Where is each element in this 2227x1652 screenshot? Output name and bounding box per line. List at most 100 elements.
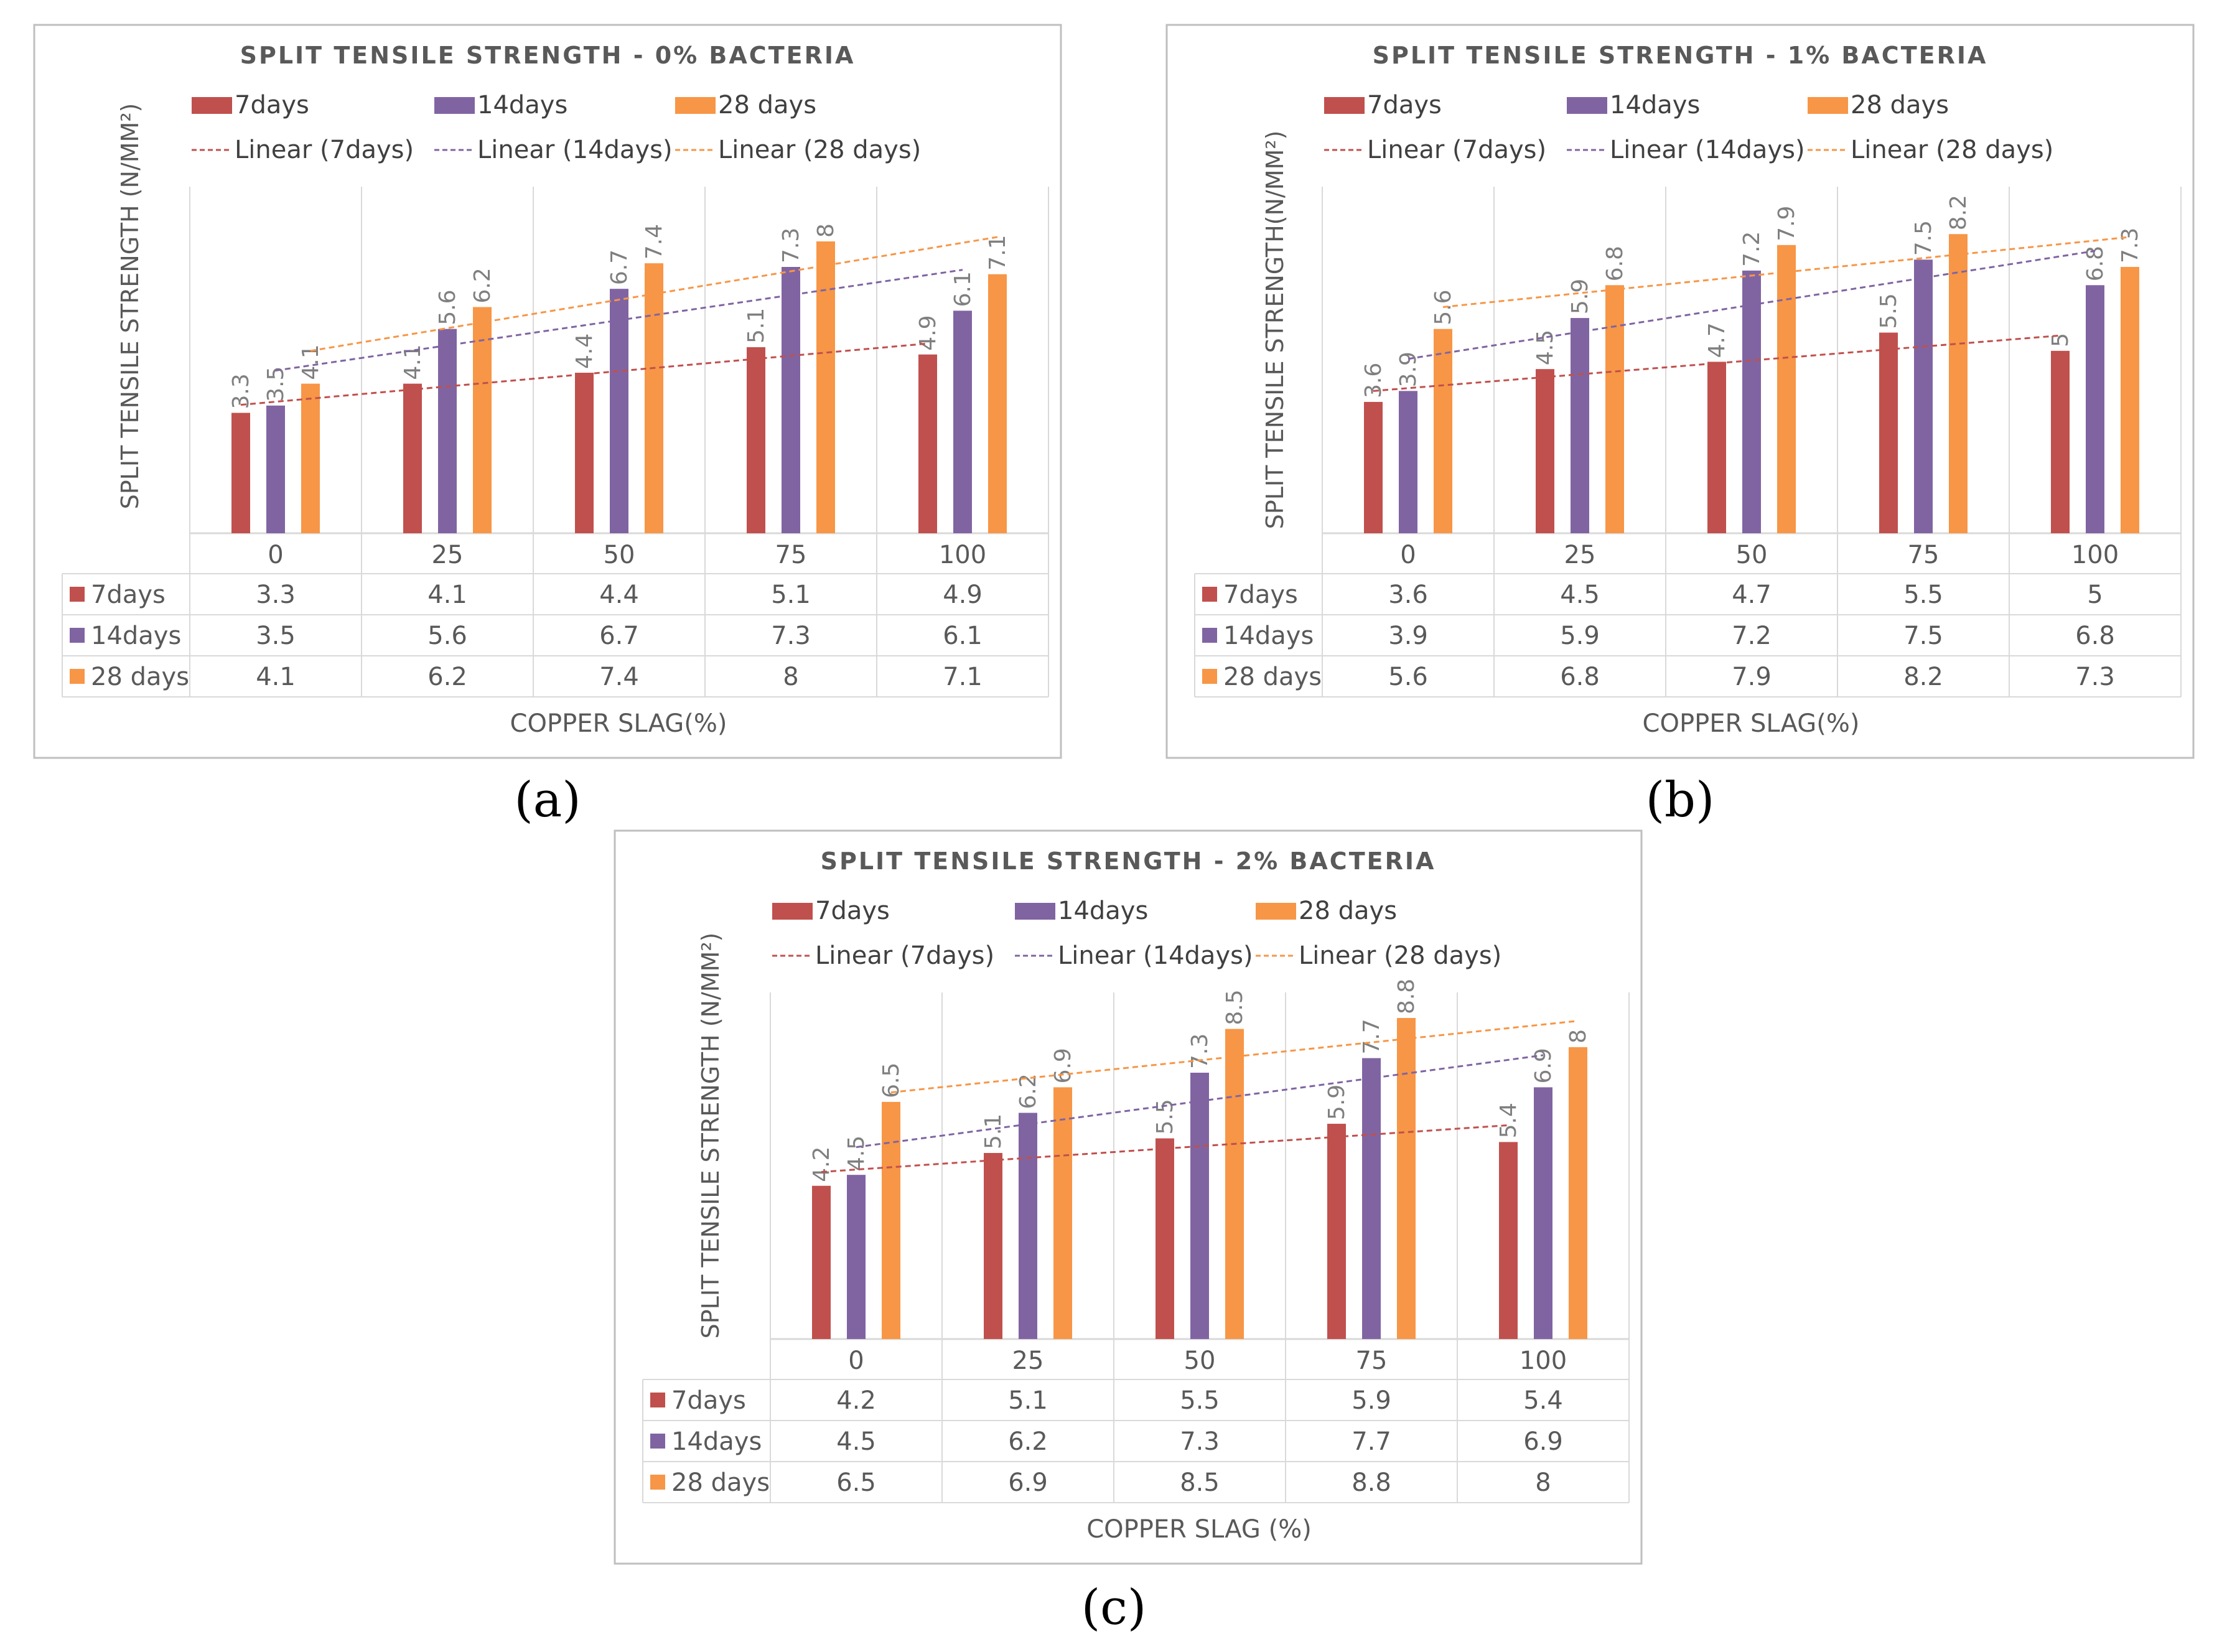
- table-cell: 5.1: [771, 581, 811, 609]
- data-label: 3.5: [263, 366, 289, 402]
- bar: [2121, 266, 2139, 533]
- table-cell: 3.3: [256, 581, 296, 609]
- table-cell: 8: [783, 663, 798, 691]
- table-legend-key: [1202, 628, 1217, 643]
- legend-label-7days: 7days: [1367, 91, 1442, 119]
- bar: [2086, 285, 2104, 533]
- bar: [1777, 245, 1796, 533]
- bar: [1053, 1087, 1072, 1339]
- chart-c-x-axis-label: COPPER SLAG (%): [1086, 1515, 1312, 1544]
- legend-swatch-14days: [1015, 903, 1055, 920]
- data-label: 5.9: [1567, 279, 1593, 314]
- table-cell: 6.9: [1008, 1468, 1048, 1497]
- table-cell: 3.6: [1388, 581, 1428, 609]
- data-label: 8: [1566, 1029, 1591, 1043]
- data-label: 6.2: [470, 268, 495, 303]
- bar: [1397, 1018, 1416, 1339]
- data-label: 5.1: [981, 1114, 1006, 1149]
- data-label: 4.4: [572, 334, 597, 369]
- data-label: 4.1: [298, 344, 324, 380]
- legend-item-linear-7days: Linear (7days): [192, 136, 414, 164]
- table-cell: 5.9: [1560, 622, 1600, 650]
- x-tick-label: 0: [1400, 541, 1416, 569]
- data-label: 6.9: [1531, 1048, 1556, 1083]
- trendline: [275, 269, 963, 371]
- bar: [575, 373, 594, 533]
- bar: [301, 383, 320, 533]
- legend-swatch-28days: [675, 97, 716, 114]
- chart-c-legend: 7days 14days 28 days Linear (7days) Line…: [772, 897, 1501, 970]
- chart-c: SPLIT TENSILE STRENGTH - 2% BACTERIA 7da…: [614, 829, 1643, 1565]
- table-cell: 4.5: [1560, 581, 1600, 609]
- table-cell: 5.1: [1008, 1386, 1048, 1415]
- panel-label-c: (c): [1081, 1580, 1147, 1636]
- bar: [1742, 270, 1761, 533]
- panel-label-b: (b): [1646, 772, 1715, 828]
- bar: [1534, 1087, 1552, 1339]
- table-row-label: 14days: [1223, 622, 1314, 650]
- bar: [1156, 1138, 1174, 1339]
- data-label: 8.2: [1946, 195, 1971, 230]
- legend-label-linear-14days: Linear (14days): [1610, 136, 1805, 164]
- table-legend-key: [650, 1393, 665, 1407]
- bar: [1569, 1047, 1587, 1339]
- table-row-label: 28 days: [1223, 663, 1322, 691]
- table-row-label: 7days: [1223, 581, 1298, 609]
- table-cell: 7.2: [1732, 622, 1772, 650]
- bar: [988, 274, 1007, 533]
- legend-label-linear-7days: Linear (7days): [235, 136, 414, 164]
- table-row-label: 28 days: [91, 663, 189, 691]
- table-cell: 7.4: [599, 663, 639, 691]
- data-label: 6.8: [1602, 246, 1628, 281]
- data-label: 7.5: [1911, 220, 1936, 256]
- table-cell: 6.8: [2075, 622, 2115, 650]
- data-label: 5.4: [1496, 1103, 1521, 1138]
- table-cell: 6.2: [1008, 1427, 1048, 1456]
- data-label: 7.4: [642, 224, 667, 259]
- data-label: 5: [2048, 333, 2073, 347]
- bar: [1914, 259, 1933, 533]
- chart-c-y-axis-label: SPLIT TENSILE STRENGTH (N/MM²): [697, 933, 724, 1339]
- table-cell: 6.2: [427, 663, 467, 691]
- bar: [1225, 1029, 1244, 1339]
- legend-swatch-7days: [1324, 97, 1365, 114]
- table-legend-key: [70, 628, 85, 643]
- data-label: 4.5: [844, 1136, 869, 1171]
- bar: [1327, 1124, 1346, 1339]
- legend-label-14days: 14days: [1058, 897, 1148, 925]
- legend-swatch-7days: [772, 903, 813, 920]
- data-label: 3.9: [1396, 352, 1421, 387]
- data-label: 6.8: [2083, 246, 2108, 281]
- table-cell: 5.5: [1180, 1386, 1220, 1415]
- data-label: 4.9: [915, 315, 941, 350]
- legend-item-7days: 7days: [192, 91, 309, 119]
- chart-a-frame: [33, 24, 1062, 759]
- table-cell: 7.7: [1352, 1427, 1391, 1456]
- bar: [473, 307, 492, 533]
- data-label: 7.1: [985, 235, 1011, 270]
- table-legend-key: [70, 669, 85, 684]
- data-label: 8.5: [1222, 989, 1248, 1025]
- chart-a: SPLIT TENSILE STRENGTH - 0% BACTERIA 7da…: [33, 24, 1062, 759]
- chart-b-data-table: 0 25 50 75 100 7days 3.6 4.5 4.7 5.5 5 14days 3.9 5.9…: [1194, 533, 2182, 698]
- legend-label-28days: 28 days: [718, 91, 816, 119]
- data-label: 8.8: [1394, 979, 1419, 1014]
- chart-a-y-axis-label: SPLIT TENSILE STRENGTH (N/MM²): [116, 103, 144, 510]
- chart-a-x-axis-label: COPPER SLAG(%): [510, 709, 727, 738]
- legend-item-linear-7days: Linear (7days): [1324, 136, 1546, 164]
- legend-label-linear-28days: Linear (28 days): [718, 136, 921, 164]
- data-label: 8: [813, 223, 839, 238]
- chart-b: SPLIT TENSILE STRENGTH - 1% BACTERIA 7da…: [1165, 24, 2195, 759]
- legend-label-14days: 14days: [477, 91, 567, 119]
- table-cell: 4.2: [836, 1386, 876, 1415]
- trendline: [240, 342, 928, 406]
- trendline: [821, 1124, 1509, 1173]
- bar: [812, 1185, 831, 1339]
- x-tick-label: 75: [1908, 541, 1940, 569]
- data-label: 7.3: [2117, 228, 2143, 263]
- table-cell: 4.1: [427, 581, 467, 609]
- legend-item-28days: 28 days: [1808, 91, 1949, 119]
- bar: [747, 347, 765, 533]
- table-cell: 6.7: [599, 622, 639, 650]
- chart-b-x-axis-label: COPPER SLAG(%): [1643, 709, 1860, 738]
